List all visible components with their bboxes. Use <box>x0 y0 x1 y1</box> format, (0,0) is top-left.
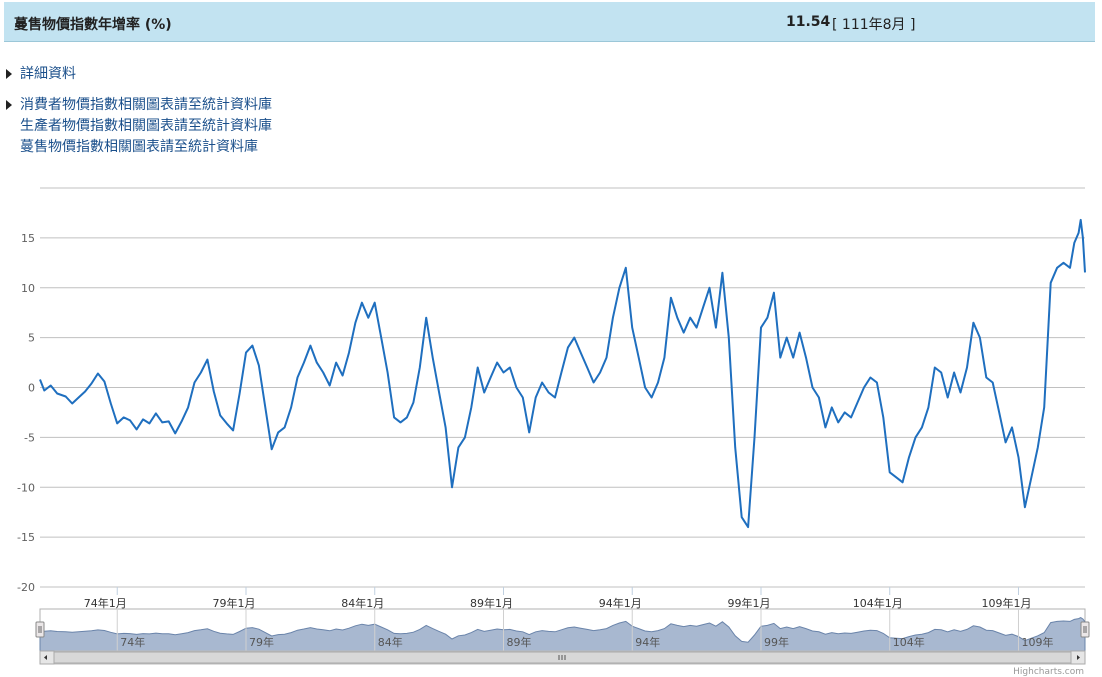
navigator-tick-label: 99年 <box>764 635 789 649</box>
navigator-tick-label: 79年 <box>249 635 274 649</box>
expand-arrow-icon[interactable] <box>6 69 12 79</box>
navigator-tick-label: 74年 <box>120 635 145 649</box>
navigator-tick-label: 84年 <box>378 635 403 649</box>
y-tick-label: -20 <box>17 581 35 594</box>
indicator-header: 蔓售物價指數年增率 (%) 11.54 [ 111年8月 ] <box>4 2 1095 42</box>
y-tick-label: -5 <box>24 431 35 444</box>
detail-link[interactable]: 詳細資料 <box>20 66 76 82</box>
y-tick-label: 10 <box>21 282 35 295</box>
x-tick-label: 84年1月 <box>341 596 384 610</box>
indicator-period: [ 111年8月 ] <box>832 17 916 33</box>
arrow-left-icon <box>44 655 47 660</box>
y-tick-label: 0 <box>28 382 35 395</box>
navigator-tick-label: 89年 <box>506 635 531 649</box>
x-axis: 74年1月 79年1月 84年1月 89年1月 94年1月 99年1月 104年1月 109年… <box>84 587 1031 610</box>
related-links-section: 消費者物價指數相關圖表請至統計資料庫 生產者物價指數相關圖表請至統計資料庫 蔓售… <box>6 95 272 158</box>
range-navigator[interactable]: 74年 79年 84年 89年 94年 99年 104年 109年 <box>35 608 1090 665</box>
x-tick-label: 74年1月 <box>84 596 127 610</box>
x-tick-label: 79年1月 <box>212 596 255 610</box>
expand-arrow-icon[interactable] <box>6 100 12 110</box>
navigator-tick-label: 109年 <box>1021 635 1053 649</box>
navigator-series-area <box>39 617 1086 652</box>
y-tick-label: 5 <box>28 332 35 345</box>
navigator-tick-label: 104年 <box>893 635 925 649</box>
indicator-title: 蔓售物價指數年增率 (%) <box>14 17 172 33</box>
navigator-handle-left[interactable] <box>35 621 45 638</box>
x-tick-label: 109年1月 <box>981 596 1031 610</box>
indicator-value: 11.54 <box>786 14 831 30</box>
arrow-right-icon <box>1077 655 1080 660</box>
detail-section: 詳細資料 <box>6 64 76 85</box>
x-tick-label: 99年1月 <box>727 596 770 610</box>
y-tick-label: -15 <box>17 531 35 544</box>
ppi-link[interactable]: 生產者物價指數相關圖表請至統計資料庫 <box>20 118 272 134</box>
chart-grid <box>40 187 1085 588</box>
y-tick-label: 15 <box>21 232 35 245</box>
navigator-tick-label: 94年 <box>635 635 660 649</box>
x-tick-label: 94年1月 <box>599 596 642 610</box>
series-line <box>39 218 1086 529</box>
y-tick-label: -10 <box>17 481 35 494</box>
highcharts-credit[interactable]: Highcharts.com <box>1013 667 1084 677</box>
cpi-link[interactable]: 消費者物價指數相關圖表請至統計資料庫 <box>20 97 272 113</box>
x-tick-label: 89年1月 <box>470 596 513 610</box>
y-axis: 15 10 5 0 -5 -10 -15 -20 <box>17 232 35 594</box>
navigator-handle-right[interactable] <box>1080 621 1090 638</box>
wpi-link[interactable]: 蔓售物價指數相關圖表請至統計資料庫 <box>20 139 258 155</box>
x-tick-label: 104年1月 <box>853 596 903 610</box>
